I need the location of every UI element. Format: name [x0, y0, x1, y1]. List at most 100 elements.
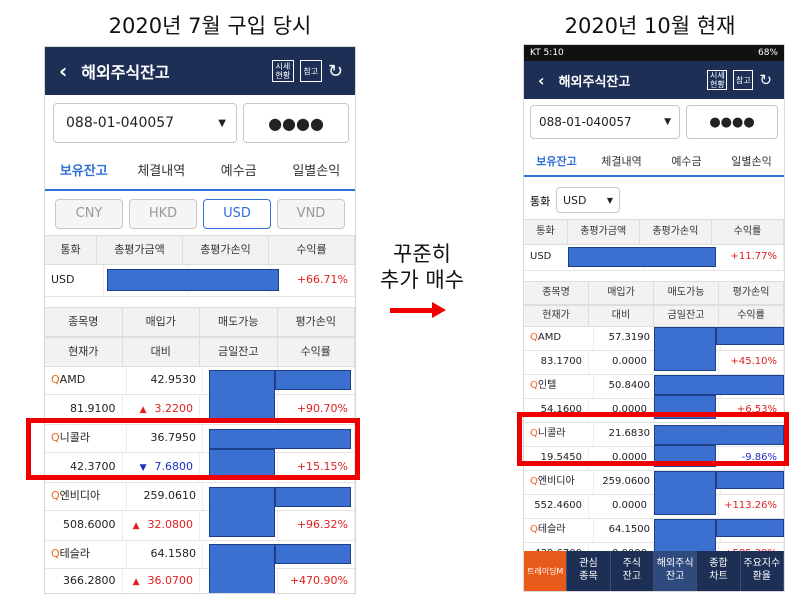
currency-select[interactable]: USD ▼: [556, 187, 620, 213]
right-phone: KT 5:10 68% ‹ 해외주식잔고 시세 현황 참고 ↻ 088-01-0…: [523, 44, 785, 592]
masked-bar: [275, 544, 351, 564]
col-pl: 평가손익: [278, 308, 355, 336]
stock-diff: ▼ 7.6800: [123, 453, 200, 482]
left-phone: ‹ 해외주식잔고 시세 현황 참고 ↻ 088-01-040057 ▼ ●●●●…: [44, 46, 356, 594]
list-item[interactable]: Q테슬라 64.1580: [45, 541, 355, 569]
password-dots: ●●●●: [709, 114, 755, 130]
stock-buy: 42.9530: [127, 367, 203, 394]
tab-deposit[interactable]: 예수금: [220, 164, 257, 179]
list-item[interactable]: 508.6000 ▲ 32.0800 +96.32%: [45, 511, 355, 541]
arrow-line: [390, 308, 434, 313]
masked-bar: [275, 487, 351, 507]
stock-name: Q니콜라: [45, 425, 127, 452]
tab-holdings[interactable]: 보유잔고: [536, 155, 577, 168]
list-item[interactable]: 42.3700 ▼ 7.6800 +15.15%: [45, 453, 355, 483]
bottom-nav: 트레이딩M 관심 종목 주식 잔고 해외주식 잔고 종합 차트 주요지수 환율: [524, 551, 784, 591]
account-number: 088-01-040057: [539, 115, 632, 129]
account-select[interactable]: 088-01-040057 ▼: [530, 105, 680, 139]
summary-col-rate: 수익률: [712, 220, 784, 244]
list-header-1: 종목명 매입가 매도가능 평가손익: [45, 307, 355, 337]
masked-bar: [716, 327, 784, 345]
currency-hkd[interactable]: HKD: [129, 199, 197, 229]
masked-bar: [654, 471, 716, 515]
list-item[interactable]: 366.2800 ▲ 36.0700 +470.90%: [45, 569, 355, 593]
currency-label: 통화: [530, 195, 551, 208]
col-sellable: 매도가능: [654, 282, 719, 304]
password-dots: ●●●●: [268, 113, 324, 133]
password-field[interactable]: ●●●●: [243, 103, 349, 143]
logo[interactable]: 트레이딩M: [524, 551, 568, 591]
arrow-head: [432, 302, 446, 318]
highlight-box-right: [517, 412, 789, 466]
status-bar: KT 5:10 68%: [524, 45, 784, 61]
q-icon: Q: [530, 332, 538, 343]
up-arrow-icon: ▲: [139, 405, 147, 415]
currency-cny[interactable]: CNY: [55, 199, 123, 229]
masked-bar: [209, 544, 275, 593]
list-item[interactable]: 19.5450 0.0000 -9.86%: [524, 447, 784, 471]
tab-holdings[interactable]: 보유잔고: [59, 164, 108, 179]
masked-bar: [716, 519, 784, 537]
account-select[interactable]: 088-01-040057 ▼: [53, 103, 237, 143]
q-icon: Q: [530, 380, 538, 391]
stock-name: QAMD: [524, 327, 594, 350]
q-icon: Q: [530, 476, 538, 487]
stock-rate: +96.32%: [278, 511, 355, 540]
quote-button[interactable]: 시세 현황: [707, 70, 728, 90]
currency-usd[interactable]: USD: [203, 199, 271, 229]
refresh-icon[interactable]: ↻: [759, 71, 772, 89]
stock-diff: 0.0000: [589, 399, 654, 422]
stock-buy: 64.1580: [127, 541, 203, 568]
quote-button[interactable]: 시세 현황: [271, 60, 294, 82]
masked-summary-bar: [568, 247, 716, 267]
list-item[interactable]: 552.4600 0.0000 +113.26%: [524, 495, 784, 519]
col-cur: 현재가: [524, 306, 589, 326]
ref-button[interactable]: 참고: [733, 70, 754, 90]
list-item[interactable]: 83.1700 0.0000 +45.10%: [524, 351, 784, 375]
nav-overseas-balance[interactable]: 해외주식 잔고: [653, 551, 698, 591]
back-icon[interactable]: ‹: [59, 59, 68, 83]
stock-cur: 81.9100: [45, 395, 123, 424]
stock-rate: +15.15%: [278, 453, 355, 482]
stock-rate: +470.90%: [278, 569, 355, 593]
tab-executions[interactable]: 체결내역: [137, 164, 186, 179]
list-item[interactable]: Q엔비디아 259.0610: [45, 483, 355, 511]
account-number: 088-01-040057: [66, 115, 175, 131]
stock-diff: ▲ 32.0800: [123, 511, 200, 540]
back-icon[interactable]: ‹: [538, 70, 545, 90]
summary-col-currency: 통화: [524, 220, 568, 244]
list-item[interactable]: 81.9100 ▲ 3.2200 +90.70%: [45, 395, 355, 425]
stock-cur: 54.1600: [524, 399, 589, 422]
masked-bar: [209, 429, 351, 449]
stock-name: Q니콜라: [524, 423, 594, 446]
summary-header: 통화 총평가금액 총평가손익 수익률: [45, 235, 355, 265]
q-icon: Q: [51, 431, 60, 444]
currency-vnd[interactable]: VND: [277, 199, 345, 229]
masked-bar: [209, 487, 275, 537]
stock-name: QAMD: [45, 367, 127, 394]
stock-diff: ▲ 36.0700: [123, 569, 200, 593]
summary-col-currency: 통화: [45, 236, 97, 264]
nav-watchlist[interactable]: 관심 종목: [567, 551, 611, 591]
tab-deposit[interactable]: 예수금: [671, 155, 702, 168]
masked-bar: [275, 370, 351, 390]
list-header-2: 현재가 대비 금일잔고 수익률: [45, 337, 355, 367]
list-item[interactable]: Q니콜라 36.7950: [45, 425, 355, 453]
tab-daily-pl[interactable]: 일별손익: [731, 155, 772, 168]
refresh-icon[interactable]: ↻: [327, 60, 343, 82]
tab-daily-pl[interactable]: 일별손익: [292, 164, 341, 179]
stock-cur: 42.3700: [45, 453, 123, 482]
password-field[interactable]: ●●●●: [686, 105, 778, 139]
stock-buy: 50.8400: [594, 375, 657, 398]
nav-stock-balance[interactable]: 주식 잔고: [611, 551, 654, 591]
tab-executions[interactable]: 체결내역: [601, 155, 642, 168]
nav-index-fx[interactable]: 주요지수 환율: [741, 551, 784, 591]
stock-rate: +90.70%: [278, 395, 355, 424]
list-item[interactable]: 54.1600 0.0000 +6.53%: [524, 399, 784, 423]
stock-rate: -9.86%: [719, 447, 784, 470]
ref-button[interactable]: 참고: [299, 60, 322, 82]
currency-buttons: CNY HKD USD VND: [55, 199, 345, 229]
left-navbar: ‹ 해외주식잔고 시세 현황 참고 ↻: [45, 47, 355, 95]
nav-chart[interactable]: 종합 차트: [697, 551, 741, 591]
col-diff: 대비: [123, 338, 200, 366]
